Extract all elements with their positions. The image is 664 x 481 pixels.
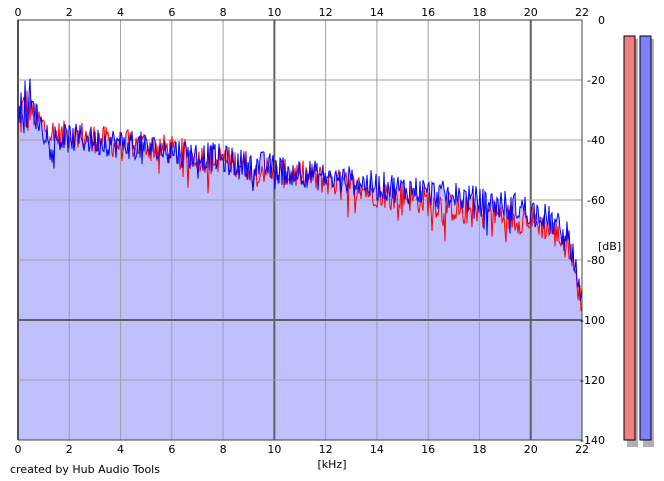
y-axis-label: [dB] bbox=[598, 240, 621, 253]
x-tick-label-bottom: 2 bbox=[66, 443, 73, 456]
x-tick-label-bottom: 12 bbox=[319, 443, 333, 456]
x-tick-label-top: 0 bbox=[15, 6, 22, 19]
x-tick-label-top: 16 bbox=[421, 6, 435, 19]
y-tick-label: -100 bbox=[580, 314, 605, 327]
x-tick-label-bottom: 14 bbox=[370, 443, 384, 456]
x-tick-label-bottom: 18 bbox=[472, 443, 486, 456]
y-tick-label: -20 bbox=[587, 74, 605, 87]
y-tick-label: 0 bbox=[598, 14, 605, 27]
y-tick-label: -120 bbox=[580, 374, 605, 387]
x-tick-label-top: 4 bbox=[117, 6, 124, 19]
x-tick-label-bottom: 20 bbox=[524, 443, 538, 456]
x-tick-label-top: 14 bbox=[370, 6, 384, 19]
y-tick-label: -40 bbox=[587, 134, 605, 147]
x-tick-label-bottom: 16 bbox=[421, 443, 435, 456]
x-tick-label-top: 20 bbox=[524, 6, 538, 19]
level-meter-1 bbox=[639, 35, 652, 441]
x-tick-label-bottom: 6 bbox=[168, 443, 175, 456]
x-tick-label-bottom: 0 bbox=[15, 443, 22, 456]
x-tick-label-bottom: 8 bbox=[220, 443, 227, 456]
plot-border bbox=[17, 19, 583, 441]
x-tick-label-top: 18 bbox=[472, 6, 486, 19]
y-tick-label: -140 bbox=[580, 434, 605, 447]
level-meter-0 bbox=[623, 35, 636, 441]
x-tick-label-bottom: 4 bbox=[117, 443, 124, 456]
x-tick-label-top: 12 bbox=[319, 6, 333, 19]
series-line-1 bbox=[17, 78, 583, 302]
y-tick-label: -80 bbox=[587, 254, 605, 267]
x-tick-label-top: 10 bbox=[267, 6, 281, 19]
x-tick-label-top: 2 bbox=[66, 6, 73, 19]
x-tick-label-bottom: 22 bbox=[575, 443, 589, 456]
x-tick-label-top: 8 bbox=[220, 6, 227, 19]
x-tick-label-bottom: 10 bbox=[267, 443, 281, 456]
y-tick-label: -60 bbox=[587, 194, 605, 207]
x-axis-label: [kHz] bbox=[318, 458, 347, 471]
x-tick-label-top: 6 bbox=[168, 6, 175, 19]
x-tick-label-top: 22 bbox=[575, 6, 589, 19]
credit-text: created by Hub Audio Tools bbox=[10, 463, 160, 476]
